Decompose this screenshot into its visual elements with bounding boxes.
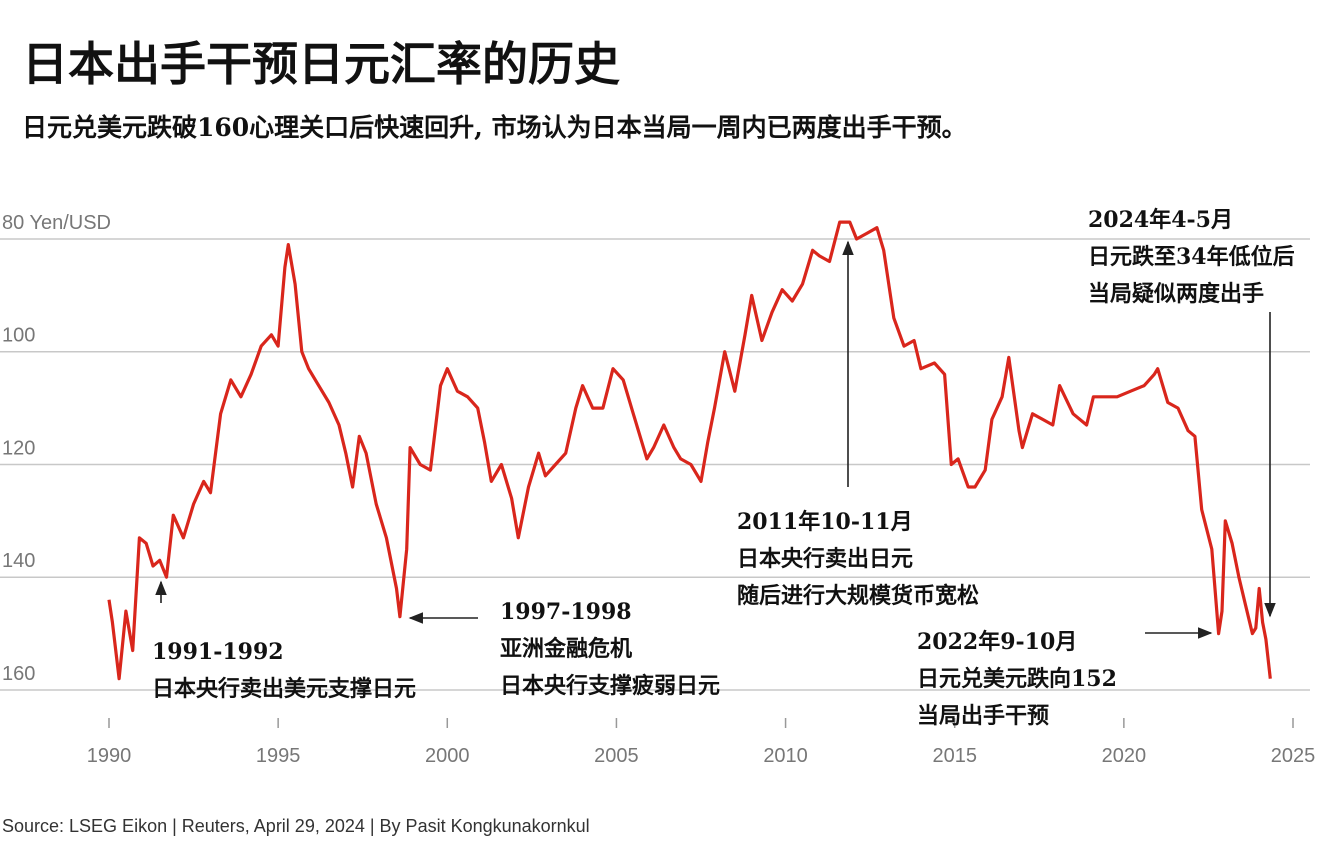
- annotation: 日本央行支撑疲弱日元: [500, 673, 720, 699]
- x-tick-label: 1990: [87, 745, 132, 767]
- annotation: 1991-1992: [152, 639, 284, 665]
- annotation: 1997-1998: [500, 599, 632, 625]
- y-tick-label: 80 Yen/USD: [2, 212, 111, 234]
- annotation: 当局出手干预: [917, 703, 1049, 729]
- data-line: [107, 220, 1272, 681]
- annotation: 2022年9-10月: [917, 629, 1077, 655]
- source: Source: LSEG Eikon | Reuters, April 29, …: [2, 816, 590, 836]
- y-tick-label: 160: [2, 663, 35, 685]
- annotation: 2024年4-5月: [1088, 207, 1233, 233]
- x-tick-label: 2010: [763, 745, 808, 767]
- annotation: 亚洲金融危机: [500, 636, 632, 662]
- annotation: 日元跌至34年低位后: [1088, 244, 1295, 270]
- x-tick-label: 2000: [425, 745, 470, 767]
- y-tick-label: 140: [2, 550, 35, 572]
- x-tick-label: 2020: [1102, 745, 1147, 767]
- annotation: 当局疑似两度出手: [1088, 281, 1264, 307]
- y-tick-label: 100: [2, 325, 35, 347]
- annotation: 日元兑美元跌向152: [917, 666, 1117, 692]
- annotation: 2011年10-11月: [737, 509, 913, 535]
- x-tick-label: 2015: [932, 745, 977, 767]
- chart-title: 日本出手干预日元汇率的历史: [22, 37, 620, 91]
- x-tick-label: 2025: [1271, 745, 1316, 767]
- annotation: 日本央行卖出日元: [737, 546, 913, 572]
- y-tick-label: 120: [2, 437, 35, 459]
- chart-subtitle: 日元兑美元跌破160心理关口后快速回升, 市场认为日本当局一周内已两度出手干预。: [22, 113, 967, 142]
- annotation: 随后进行大规模货币宽松: [737, 583, 979, 609]
- annotation: 日本央行卖出美元支撑日元: [152, 676, 416, 702]
- x-tick-label: 1995: [256, 745, 301, 767]
- x-tick-label: 2005: [594, 745, 639, 767]
